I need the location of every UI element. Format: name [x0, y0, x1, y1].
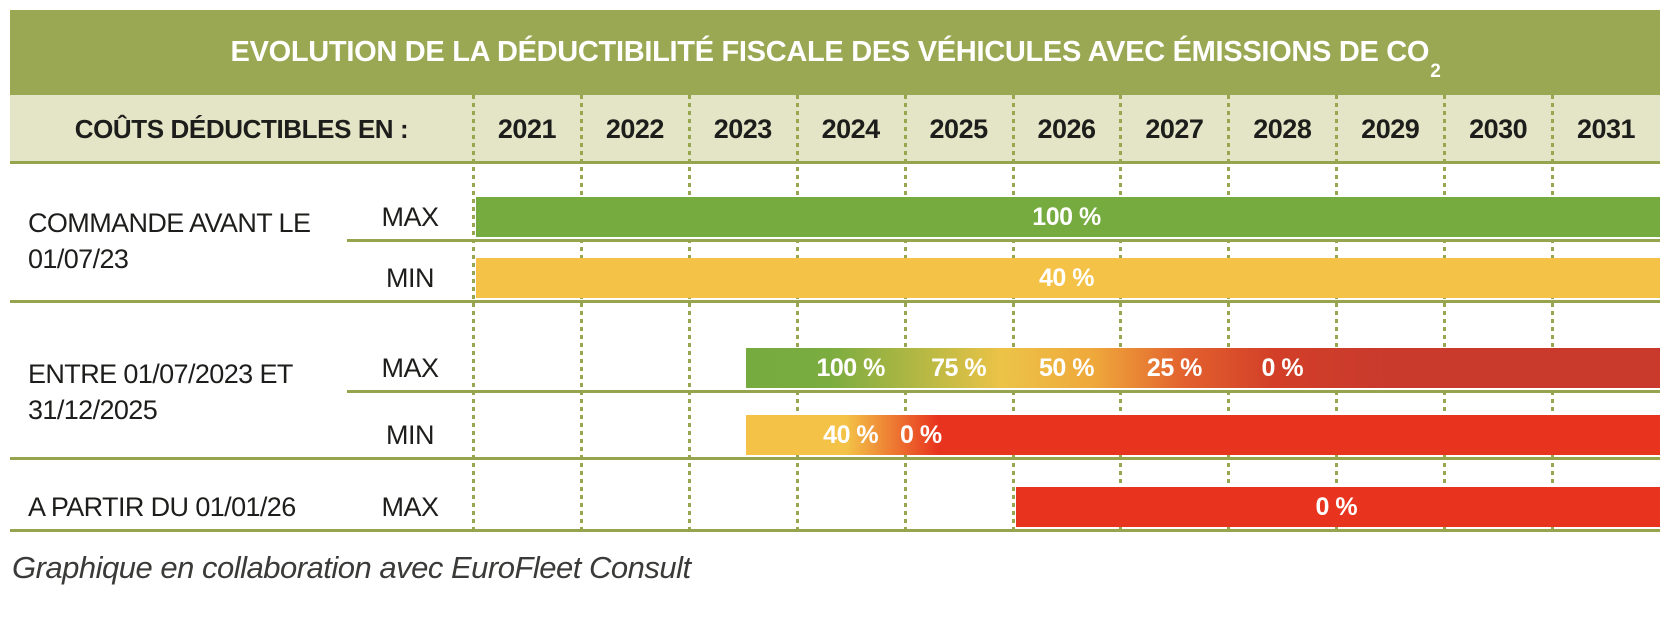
dotted-gridline — [903, 95, 907, 531]
max-min-divider — [347, 390, 1660, 393]
period-group-1: ENTRE 01/07/2023 ET 31/12/2025 MAX 100 % 75 … — [10, 302, 1660, 459]
dotted-gridline — [1335, 95, 1339, 531]
year-header-2024: 2024 — [821, 113, 881, 144]
year-header-2021: 2021 — [497, 113, 557, 144]
deductibility-bar — [745, 415, 1660, 455]
bar-value-label: 75 % — [931, 354, 987, 382]
group-label: A PARTIR DU 01/01/26 — [28, 489, 296, 525]
dotted-gridline — [795, 95, 799, 531]
deductibility-bar — [476, 197, 1660, 237]
deductibility-bar — [476, 258, 1660, 298]
bar-value-label: 50 % — [1039, 354, 1094, 382]
years-header-row: COÛTS DÉDUCTIBLES EN : 2021 2022 2023 2024 2… — [10, 95, 1660, 163]
year-header-2022: 2022 — [605, 113, 665, 144]
horizontal-separator — [10, 457, 1660, 460]
deductibility-bar — [1015, 487, 1660, 527]
deductibility-row-min: MIN 40 % 0 % — [10, 392, 1660, 459]
year-header-2030: 2030 — [1469, 113, 1528, 144]
year-header-2027: 2027 — [1145, 113, 1204, 144]
bar-value-label: 0 % — [900, 421, 942, 449]
group-label-line: ENTRE 01/07/2023 ET — [28, 359, 293, 389]
dotted-gridline — [1443, 95, 1447, 531]
credit-line: Graphique en collaboration avec EuroFlee… — [12, 550, 691, 585]
year-header-2029: 2029 — [1361, 113, 1420, 144]
table-title-bar: EVOLUTION DE LA DÉDUCTIBILITÉ FISCALE DE… — [10, 10, 1660, 95]
row-level-label: MIN — [386, 262, 435, 293]
deductibility-bar — [745, 348, 1660, 388]
year-header-2025: 2025 — [929, 113, 989, 144]
bar-value-label: 100 % — [816, 354, 885, 382]
bar-value-label: 40 % — [1039, 264, 1094, 292]
dotted-gridline — [1227, 95, 1231, 531]
horizontal-separator — [10, 161, 1660, 164]
co2-subscript: 2 — [1430, 60, 1441, 82]
dotted-gridline — [1551, 95, 1555, 531]
bar-value-label: 25 % — [1146, 354, 1202, 382]
period-group-2: A PARTIR DU 01/01/26 MAX 0 % — [10, 459, 1660, 531]
dotted-gridline — [1119, 95, 1123, 531]
horizontal-separator — [10, 529, 1660, 532]
group-label-line: 01/07/23 — [28, 244, 129, 274]
group-label: COMMANDE AVANT LE 01/07/23 — [28, 205, 311, 277]
table-body: COMMANDE AVANT LE 01/07/23 MAX 100 % MIN 40 %… — [10, 163, 1660, 531]
dotted-gridline — [687, 95, 691, 531]
costs-deductible-label: COÛTS DÉDUCTIBLES EN : — [74, 113, 409, 144]
row-level-label: MIN — [386, 419, 435, 450]
deductibility-table: EVOLUTION DE LA DÉDUCTIBILITÉ FISCALE DE… — [10, 10, 1660, 534]
bar-value-label: 0 % — [1261, 354, 1304, 382]
row-level-label: MAX — [381, 491, 439, 522]
row-level-label: MAX — [381, 352, 439, 383]
group-label: ENTRE 01/07/2023 ET 31/12/2025 — [28, 356, 293, 428]
deductibility-row-min: MIN 40 % — [10, 241, 1660, 302]
group-label-line: 31/12/2025 — [28, 395, 158, 425]
dotted-gridline — [1011, 95, 1015, 531]
bar-value-label: 0 % — [1315, 493, 1358, 521]
dotted-gridline — [472, 95, 475, 531]
group-label-line: COMMANDE AVANT LE — [28, 208, 311, 238]
year-header-2023: 2023 — [713, 113, 773, 144]
bar-value-label: 40 % — [823, 421, 879, 449]
dotted-gridline — [579, 95, 583, 531]
table-title-text: EVOLUTION DE LA DÉDUCTIBILITÉ FISCALE DE… — [230, 36, 1430, 68]
horizontal-separator — [10, 300, 1660, 303]
year-header-2031: 2031 — [1576, 113, 1636, 144]
row-level-label: MAX — [381, 201, 439, 232]
bar-value-label: 100 % — [1032, 203, 1101, 231]
deductibility-row-max: MAX 100 % — [10, 163, 1660, 241]
deductibility-row-max: MAX 0 % — [10, 459, 1660, 531]
year-header-2026: 2026 — [1037, 113, 1096, 144]
period-group-0: COMMANDE AVANT LE 01/07/23 MAX 100 % MIN 40 % — [10, 163, 1660, 302]
year-header-2028: 2028 — [1253, 113, 1312, 144]
table-title: EVOLUTION DE LA DÉDUCTIBILITÉ FISCALE DE… — [230, 36, 1441, 81]
group-label-line: A PARTIR DU 01/01/26 — [28, 492, 296, 522]
deductibility-row-max: MAX 100 % 75 % 50 % 25 % 0 % — [10, 302, 1660, 392]
max-min-divider — [347, 239, 1660, 242]
